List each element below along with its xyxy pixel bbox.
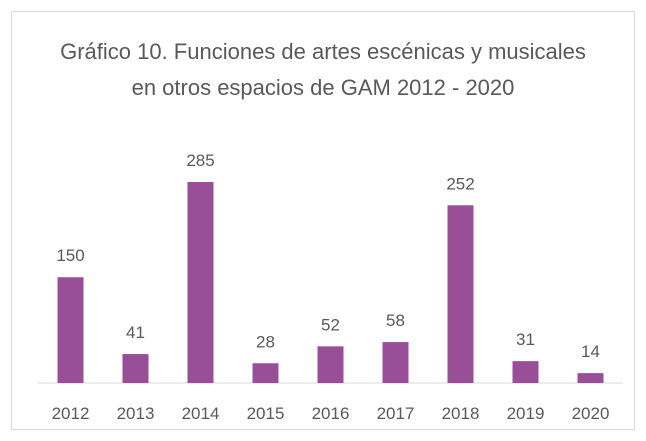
bar [187,182,214,383]
bar [317,346,344,383]
x-tick-label: 2013 [117,404,155,423]
bar [122,354,149,383]
x-tick-label: 2019 [507,404,545,423]
x-tick-label: 2014 [182,404,220,423]
x-tick-label: 2015 [247,404,285,423]
data-label: 58 [386,311,405,330]
x-tick-label: 2018 [442,404,480,423]
x-tick-label: 2016 [312,404,350,423]
data-label: 150 [56,246,84,265]
bar [512,361,539,383]
bar [382,342,409,383]
data-label: 28 [256,332,275,351]
data-label: 285 [186,151,214,170]
bar [577,373,604,383]
data-label: 252 [446,174,474,193]
chart-title: Gráfico 10. Funciones de artes escénicas… [60,39,586,100]
x-tick-label: 2012 [52,404,90,423]
bar [252,363,279,383]
data-label: 41 [126,323,145,342]
data-label: 14 [581,342,600,361]
data-label: 31 [516,330,535,349]
x-tick-label: 2020 [572,404,610,423]
bar [447,205,474,383]
x-tick-label: 2017 [377,404,415,423]
bar [57,277,84,383]
data-label: 52 [321,315,340,334]
